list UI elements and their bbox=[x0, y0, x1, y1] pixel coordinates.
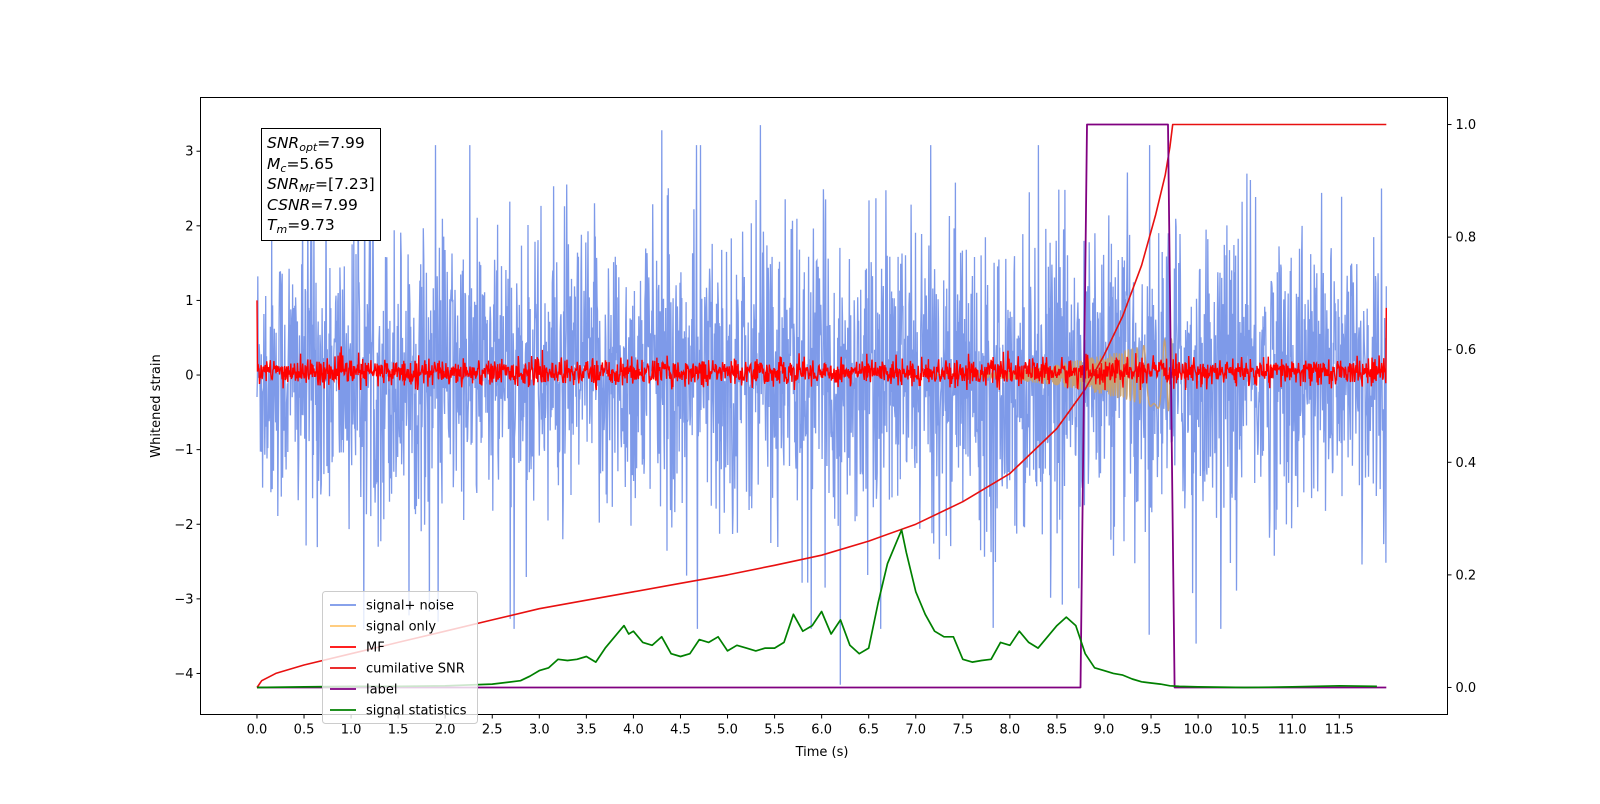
y-tick-label-right: 0.4 bbox=[1456, 456, 1477, 471]
x-tick-label: 0.0 bbox=[247, 723, 268, 738]
x-tick-label: 5.0 bbox=[717, 723, 738, 738]
stats-value: =5.65 bbox=[286, 154, 334, 173]
x-tick-label: 10.5 bbox=[1231, 723, 1260, 738]
legend-box bbox=[322, 591, 478, 724]
stats-subscript: MF bbox=[299, 182, 316, 195]
stats-line: SNRMF=[7.23] bbox=[267, 174, 375, 195]
x-tick-label: 0.5 bbox=[294, 723, 315, 738]
x-tick-label: 6.0 bbox=[811, 723, 832, 738]
series-mf bbox=[256, 300, 1387, 391]
y-tick-label-left: 2 bbox=[185, 219, 193, 234]
plot-frame bbox=[200, 97, 1448, 715]
legend-label: MF bbox=[366, 641, 385, 656]
stats-symbol: M bbox=[267, 154, 281, 173]
legend-label: signal only bbox=[366, 620, 436, 635]
y-tick-label-left: 1 bbox=[185, 294, 193, 309]
stats-annotation-box: SNRopt=7.99 Mc=5.65 SNRMF=[7.23] CSNR=7.99 T… bbox=[261, 128, 381, 241]
x-tick-label: 8.5 bbox=[1047, 723, 1068, 738]
stats-value: =7.99 bbox=[317, 134, 365, 152]
stats-symbol: T bbox=[267, 216, 277, 234]
legend-label: signal statistics bbox=[366, 704, 467, 719]
y-axis-title: Whitened strain bbox=[149, 354, 164, 457]
legend-label: signal+ noise bbox=[366, 599, 454, 614]
series-signal-noise bbox=[256, 125, 1387, 685]
x-tick-label: 11.0 bbox=[1278, 723, 1307, 738]
stats-subscript: opt bbox=[299, 141, 318, 154]
x-tick-label: 8.0 bbox=[1000, 723, 1021, 738]
series-signal-statistics bbox=[256, 529, 1377, 689]
stats-symbol: CSNR bbox=[267, 195, 311, 214]
legend-label: cumilative SNR bbox=[366, 662, 465, 677]
x-tick-label: 9.5 bbox=[1141, 723, 1162, 738]
x-tick-label: 7.5 bbox=[952, 723, 973, 738]
stats-line: Tm=9.73 bbox=[267, 215, 375, 236]
y-tick-label-left: −3 bbox=[174, 592, 193, 607]
stats-symbol: SNR bbox=[267, 134, 300, 152]
x-tick-label: 1.5 bbox=[388, 723, 409, 738]
y-tick-label-right: 0.6 bbox=[1456, 343, 1477, 358]
stats-value: =9.73 bbox=[287, 216, 335, 234]
x-tick-label: 4.0 bbox=[623, 723, 644, 738]
legend-label: label bbox=[366, 683, 397, 698]
x-tick-label: 7.0 bbox=[905, 723, 926, 738]
x-axis: 0.0 0.5 1.0 1.5 2.0 2.5 3.0 3.5 4.0 4.5 5.0 5.5 6.0 6… bbox=[247, 714, 1354, 738]
x-tick-label: 5.5 bbox=[764, 723, 785, 738]
x-tick-label: 2.5 bbox=[482, 723, 503, 738]
stats-subscript: m bbox=[276, 223, 288, 236]
stats-symbol: SNR bbox=[267, 175, 300, 193]
x-tick-label: 1.0 bbox=[341, 723, 362, 738]
stats-value: =[7.23] bbox=[315, 175, 375, 193]
x-tick-label: 3.5 bbox=[576, 723, 597, 738]
x-tick-label: 9.0 bbox=[1094, 723, 1115, 738]
y-tick-label-left: −1 bbox=[174, 443, 193, 458]
y-axis-left: −4 −3 −2 −1 0 1 2 3 bbox=[174, 145, 201, 682]
y-tick-label-left: −2 bbox=[174, 518, 193, 533]
stats-line: SNRopt=7.99 bbox=[267, 133, 375, 154]
legend: signal+ noise signal only MF cumilative SNR… bbox=[322, 591, 478, 724]
x-tick-label: 6.5 bbox=[858, 723, 879, 738]
x-tick-label: 11.5 bbox=[1325, 723, 1354, 738]
stats-line: CSNR=7.99 bbox=[267, 195, 375, 216]
y-tick-label-left: 0 bbox=[185, 369, 193, 384]
y-axis-right: 0.0 0.2 0.4 0.6 0.8 1.0 bbox=[1447, 118, 1477, 696]
y-tick-label-left: −4 bbox=[174, 667, 193, 682]
y-tick-label-right: 0.0 bbox=[1456, 681, 1477, 696]
y-tick-label-left: 3 bbox=[185, 145, 193, 160]
y-tick-label-right: 0.8 bbox=[1456, 231, 1477, 246]
stats-line: Mc=5.65 bbox=[267, 154, 375, 175]
x-tick-label: 10.0 bbox=[1184, 723, 1213, 738]
x-tick-label: 2.0 bbox=[435, 723, 456, 738]
x-axis-title: Time (s) bbox=[795, 745, 849, 760]
x-tick-label: 4.5 bbox=[670, 723, 691, 738]
y-tick-label-right: 1.0 bbox=[1456, 118, 1477, 133]
x-tick-label: 3.0 bbox=[529, 723, 550, 738]
stats-subscript: c bbox=[280, 161, 287, 175]
stats-value: =7.99 bbox=[310, 195, 358, 214]
y-tick-label-right: 0.2 bbox=[1456, 568, 1477, 583]
